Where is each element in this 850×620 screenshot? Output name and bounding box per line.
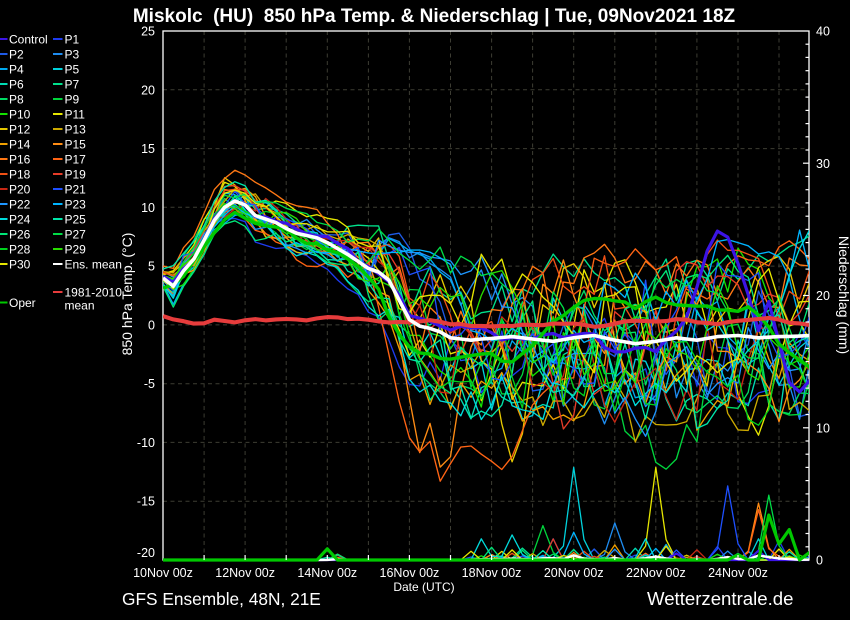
- svg-text:-10: -10: [137, 436, 155, 450]
- svg-text:-20: -20: [137, 546, 155, 560]
- svg-text:Niederschlag (mm): Niederschlag (mm): [836, 236, 850, 354]
- svg-text:Oper: Oper: [9, 296, 36, 310]
- svg-text:P29: P29: [65, 243, 87, 257]
- svg-text:mean: mean: [65, 299, 95, 313]
- svg-text:P12: P12: [9, 123, 31, 137]
- svg-text:P13: P13: [65, 123, 87, 137]
- svg-text:Ens. mean: Ens. mean: [65, 258, 122, 272]
- svg-text:10: 10: [141, 201, 155, 215]
- svg-text:Miskolc (HU) 850 hPa Temp. &: Miskolc (HU) 850 hPa Temp. & Niederschla…: [133, 6, 736, 27]
- svg-text:P21: P21: [65, 183, 87, 197]
- svg-text:P15: P15: [65, 138, 87, 152]
- svg-text:15: 15: [141, 142, 155, 156]
- svg-text:P20: P20: [9, 183, 31, 197]
- svg-text:-15: -15: [137, 495, 155, 509]
- svg-text:Date (UTC): Date (UTC): [393, 580, 454, 594]
- svg-text:P6: P6: [9, 78, 24, 92]
- svg-text:P1: P1: [65, 33, 80, 47]
- svg-text:30: 30: [816, 157, 830, 171]
- svg-text:850 hPa Temp. (°C): 850 hPa Temp. (°C): [119, 233, 135, 356]
- svg-text:20: 20: [141, 83, 155, 97]
- svg-text:GFS Ensemble, 48N, 21E: GFS Ensemble, 48N, 21E: [122, 589, 321, 609]
- svg-text:P30: P30: [9, 258, 31, 272]
- svg-text:16Nov 00z: 16Nov 00z: [380, 566, 440, 580]
- svg-text:12Nov 00z: 12Nov 00z: [215, 566, 275, 580]
- svg-text:20: 20: [816, 289, 830, 303]
- svg-text:P14: P14: [9, 138, 31, 152]
- svg-text:Wetterzentrale.de: Wetterzentrale.de: [647, 588, 793, 609]
- svg-text:P19: P19: [65, 168, 87, 182]
- svg-text:-5: -5: [144, 377, 155, 391]
- svg-text:P27: P27: [65, 228, 87, 242]
- svg-text:5: 5: [148, 260, 155, 274]
- svg-text:P26: P26: [9, 228, 31, 242]
- svg-text:P28: P28: [9, 243, 31, 257]
- svg-text:40: 40: [816, 25, 830, 39]
- svg-text:0: 0: [148, 318, 155, 332]
- svg-text:P4: P4: [9, 63, 24, 77]
- svg-text:P5: P5: [65, 63, 80, 77]
- svg-text:24Nov 00z: 24Nov 00z: [708, 566, 768, 580]
- svg-text:18Nov 00z: 18Nov 00z: [462, 566, 522, 580]
- svg-text:P11: P11: [65, 108, 86, 122]
- svg-text:P22: P22: [9, 198, 31, 212]
- svg-text:1981-2010: 1981-2010: [65, 286, 123, 300]
- svg-text:P9: P9: [65, 93, 80, 107]
- svg-text:P18: P18: [9, 168, 31, 182]
- svg-text:P10: P10: [9, 108, 31, 122]
- svg-text:14Nov 00z: 14Nov 00z: [297, 566, 357, 580]
- svg-text:25: 25: [141, 25, 155, 39]
- svg-text:P8: P8: [9, 93, 24, 107]
- svg-text:20Nov 00z: 20Nov 00z: [544, 566, 604, 580]
- svg-text:P2: P2: [9, 48, 24, 62]
- svg-text:P24: P24: [9, 213, 31, 227]
- svg-text:P23: P23: [65, 198, 87, 212]
- svg-text:0: 0: [816, 554, 823, 568]
- svg-text:P25: P25: [65, 213, 87, 227]
- svg-text:22Nov 00z: 22Nov 00z: [626, 566, 686, 580]
- svg-text:Control: Control: [9, 33, 48, 47]
- svg-text:P3: P3: [65, 48, 80, 62]
- svg-text:10Nov 00z: 10Nov 00z: [133, 566, 193, 580]
- svg-text:P16: P16: [9, 153, 31, 167]
- svg-text:10: 10: [816, 421, 830, 435]
- svg-text:P17: P17: [65, 153, 87, 167]
- svg-text:P7: P7: [65, 78, 80, 92]
